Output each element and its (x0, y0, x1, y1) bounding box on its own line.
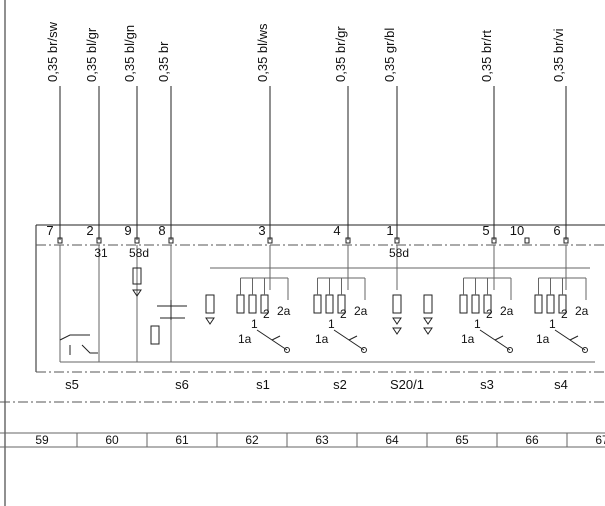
pin-number: 10 (510, 223, 524, 238)
wire-label: 0,35 br (156, 41, 171, 82)
led (205, 317, 215, 325)
switch-pivot (507, 347, 513, 353)
resistor (423, 294, 433, 314)
ruler-label: 59 (35, 433, 49, 447)
ruler-label: 65 (455, 433, 469, 447)
pin-number: 7 (46, 223, 53, 238)
ruler-label: 64 (385, 433, 399, 447)
ruler-label: 61 (175, 433, 189, 447)
pin-number: 2 (86, 223, 93, 238)
component-label: s2 (333, 377, 347, 392)
switch-label: 1 (549, 317, 556, 331)
pin-number: 4 (333, 223, 340, 238)
component-label: s4 (554, 377, 568, 392)
led (423, 317, 433, 335)
switch-label: 2 (340, 307, 347, 321)
pin (267, 237, 273, 244)
pin (563, 237, 569, 244)
switch-label: 1 (474, 317, 481, 331)
ruler-label: 60 (105, 433, 119, 447)
pin (168, 237, 174, 244)
wire-label: 0,35 bl/gn (122, 25, 137, 82)
component-label: s3 (480, 377, 494, 392)
wire-label: 0,35 bl/ws (255, 23, 270, 82)
switch-label: 2 (263, 307, 270, 321)
switch-contact (479, 329, 511, 351)
component-label: S20/1 (390, 377, 424, 392)
led (392, 317, 402, 335)
switch-pivot (361, 347, 367, 353)
pin (491, 237, 497, 244)
pin-number: 3 (258, 223, 265, 238)
ruler-label: 62 (245, 433, 259, 447)
switch-s6 (157, 300, 187, 320)
pin (96, 237, 102, 244)
switch-label: 2a (500, 304, 514, 318)
ruler-label: 67 (595, 433, 605, 447)
switch-s5 (59, 334, 98, 355)
pin-number: 9 (124, 223, 131, 238)
switch-label: 2a (575, 304, 589, 318)
switch-label: 2a (354, 304, 368, 318)
pin-number: 6 (553, 223, 560, 238)
terminal-label: 31 (94, 246, 108, 260)
resistor (248, 294, 257, 314)
component-label: s5 (65, 377, 79, 392)
resistor (471, 294, 480, 314)
pin-number: 1 (386, 223, 393, 238)
wire-label: 0,35 bl/gr (84, 27, 99, 82)
pin (345, 237, 351, 244)
switch-contact (333, 329, 365, 351)
switch-pivot (582, 347, 588, 353)
switch-contact (256, 329, 288, 351)
resistor (546, 294, 555, 314)
switch-label: 1 (328, 317, 335, 331)
pin-number: 8 (158, 223, 165, 238)
resistor (325, 294, 334, 314)
resistor (534, 294, 543, 314)
component-label: s1 (256, 377, 270, 392)
switch-label: 1 (251, 317, 258, 331)
resistor (459, 294, 468, 314)
switch-label: 2 (486, 307, 493, 321)
pin (57, 237, 63, 244)
terminal-label: 58d (129, 246, 149, 260)
resistor (236, 294, 245, 314)
ruler-label: 66 (525, 433, 539, 447)
component-label: s6 (175, 377, 189, 392)
switch-label: 1a (536, 332, 550, 346)
resistor (313, 294, 322, 314)
switch-label: 2 (561, 307, 568, 321)
wire-label: 0,35 br/gr (333, 26, 348, 82)
terminal-label: 58d (389, 246, 409, 260)
switch-label: 2a (277, 304, 291, 318)
pin (524, 237, 530, 244)
pin (134, 237, 140, 244)
switch-label: 1a (315, 332, 329, 346)
wire-label: 0,35 br/rt (479, 30, 494, 82)
led (132, 289, 142, 297)
resistor (205, 294, 215, 314)
switch-contact (554, 329, 586, 351)
resistor (132, 267, 142, 285)
wire-label: 0,35 br/vi (551, 28, 566, 82)
ruler-label: 63 (315, 433, 329, 447)
wire-label: 0,35 gr/bl (382, 28, 397, 82)
pin (394, 237, 400, 244)
switch-pivot (284, 347, 290, 353)
wire-label: 0,35 br/sw (45, 21, 60, 82)
resistor (150, 325, 160, 345)
switch-label: 1a (238, 332, 252, 346)
pin-number: 5 (482, 223, 489, 238)
resistor (392, 294, 402, 314)
switch-label: 1a (461, 332, 475, 346)
